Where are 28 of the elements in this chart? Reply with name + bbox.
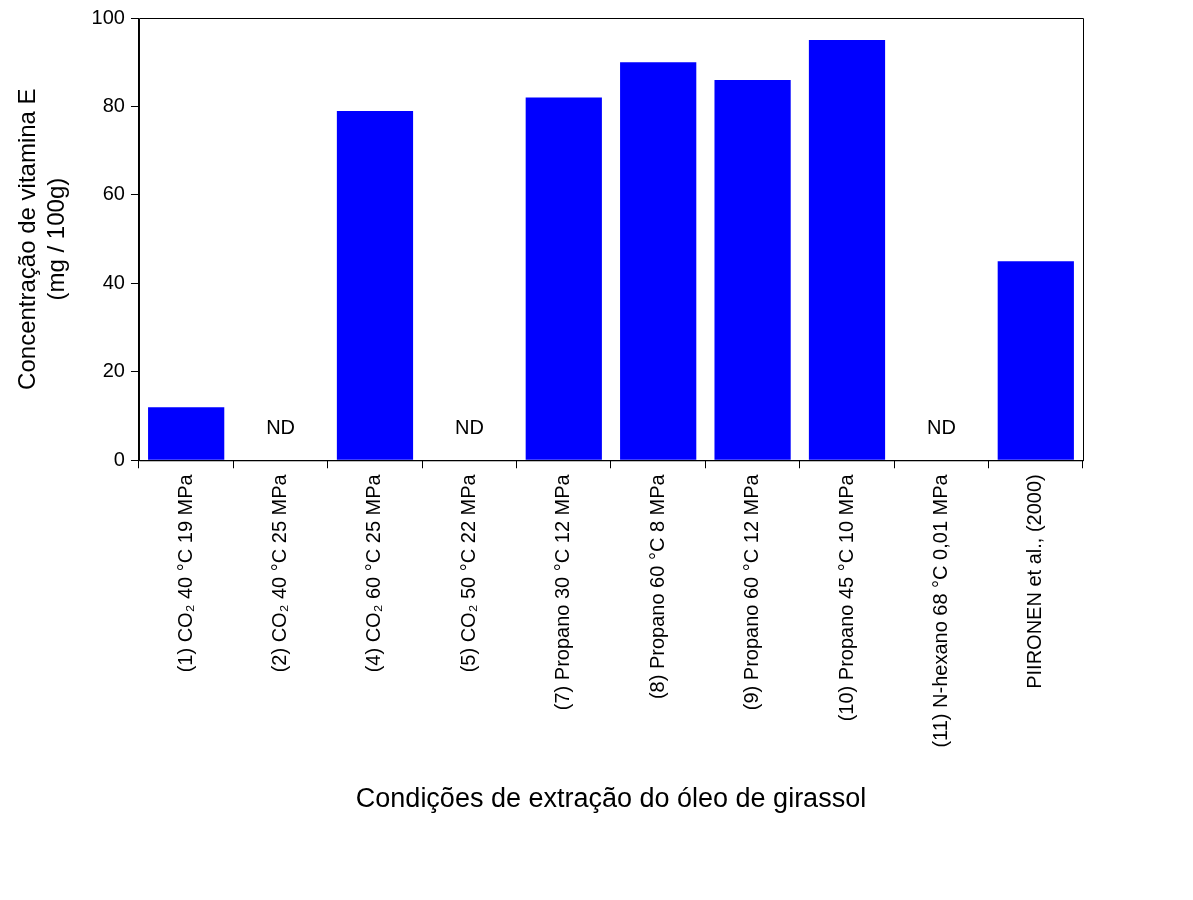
bar — [148, 407, 225, 460]
x-tick-label: PIIRONEN et al., (2000) — [1023, 474, 1046, 689]
y-tick-label: 0 — [113, 447, 125, 470]
x-tick-label: (8) Propano 60 °C 8 MPa — [645, 473, 668, 700]
y-tick-label: 40 — [102, 270, 125, 293]
x-tick-label: (5) CO₂ 50 °C 22 MPa — [456, 473, 479, 673]
y-axis-title: Concentração de vitamina E (mg / 100g) — [13, 88, 69, 390]
annotation: ND — [454, 415, 484, 438]
bar — [525, 97, 602, 460]
annotation: ND — [926, 415, 956, 438]
x-tick-label: (9) Propano 60 °C 12 MPa — [740, 473, 763, 711]
x-tick-label: (7) Propano 30 °C 12 MPa — [551, 473, 574, 711]
annotation: ND — [266, 415, 296, 438]
x-axis-title: Condições de extração do óleo de girassol — [355, 783, 867, 814]
x-tick-label: (4) CO₂ 60 °C 25 MPa — [362, 473, 385, 673]
x-tick-label: (10) Propano 45 °C 10 MPa — [834, 473, 857, 722]
y-tick-label: 20 — [102, 359, 125, 382]
bar — [997, 261, 1074, 460]
bar — [336, 110, 414, 460]
bar — [620, 62, 697, 460]
y-tick-label: 80 — [102, 93, 125, 116]
y-tick-label: 100 — [91, 5, 125, 28]
bar — [808, 40, 886, 460]
x-tick-label: (11) N-hexano 68 °C 0,01 MPa — [928, 473, 951, 748]
x-tick-label: (2) CO₂ 40 °C 25 MPa — [268, 473, 291, 673]
y-tick-label: 60 — [102, 182, 125, 205]
x-tick-label: (1) CO₂ 40 °C 19 MPa — [173, 473, 196, 673]
bar — [714, 79, 791, 460]
